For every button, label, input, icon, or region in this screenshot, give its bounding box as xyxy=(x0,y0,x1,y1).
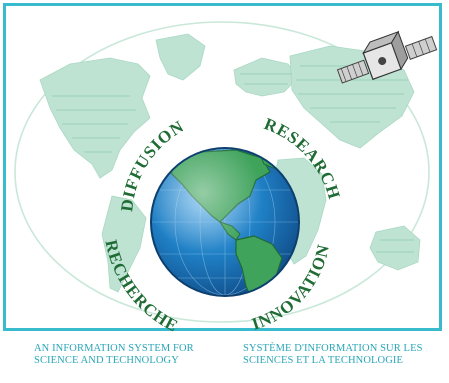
globe-icon xyxy=(150,147,300,297)
satellite-icon xyxy=(336,30,438,84)
caption-french-line-2: SCIENCES ET LA TECHNOLOGIE xyxy=(243,355,404,366)
caption-french-line-1: SYSTÈME D'INFORMATION SUR LES xyxy=(243,343,423,354)
caption-english-line-2: SCIENCE AND TECHNOLOGY xyxy=(34,355,179,366)
caption-french: SYSTÈME D'INFORMATION SUR LES SCIENCES E… xyxy=(243,343,423,367)
caption-english: AN INFORMATION SYSTEM FOR SCIENCE AND TE… xyxy=(34,343,194,367)
world-map xyxy=(14,21,430,323)
caption-english-line-1: AN INFORMATION SYSTEM FOR xyxy=(34,343,194,354)
